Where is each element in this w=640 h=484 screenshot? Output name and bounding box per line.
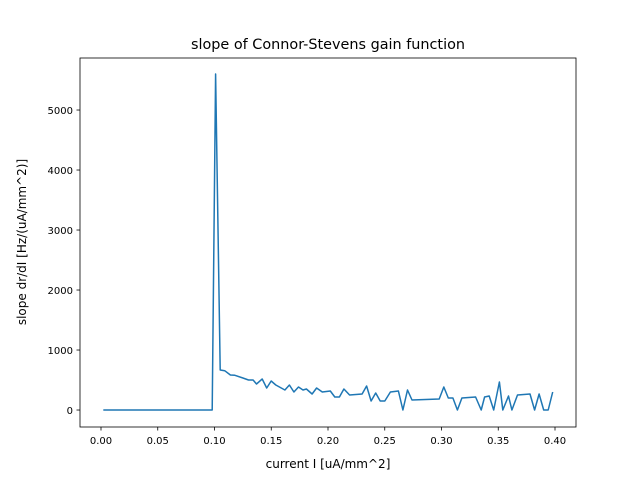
y-tick-label: 4000 [48,166,73,177]
x-tick-label: 0.20 [317,436,339,447]
x-tick-label: 0.40 [544,436,566,447]
x-tick-label: 0.15 [260,436,282,447]
x-tick-label: 0.10 [203,436,225,447]
x-tick-label: 0.25 [374,436,396,447]
x-tick-label: 0.05 [147,436,169,447]
x-tick-label: 0.35 [487,436,509,447]
x-tick-label: 0.00 [90,436,112,447]
x-tick-label: 0.30 [430,436,452,447]
y-tick-label: 2000 [48,286,73,297]
axes-frame [79,57,577,428]
y-axis-label: slope dr/dI [Hz/(uA/mm^2)] [15,159,29,325]
y-tick-label: 5000 [48,106,73,117]
y-tick-label: 3000 [48,226,73,237]
x-axis-label: current I [uA/mm^2] [266,457,391,471]
data-line [103,73,554,411]
y-tick-label: 0 [67,406,73,417]
chart-title: slope of Connor-Stevens gain function [191,37,465,53]
y-tick-label: 1000 [48,346,73,357]
